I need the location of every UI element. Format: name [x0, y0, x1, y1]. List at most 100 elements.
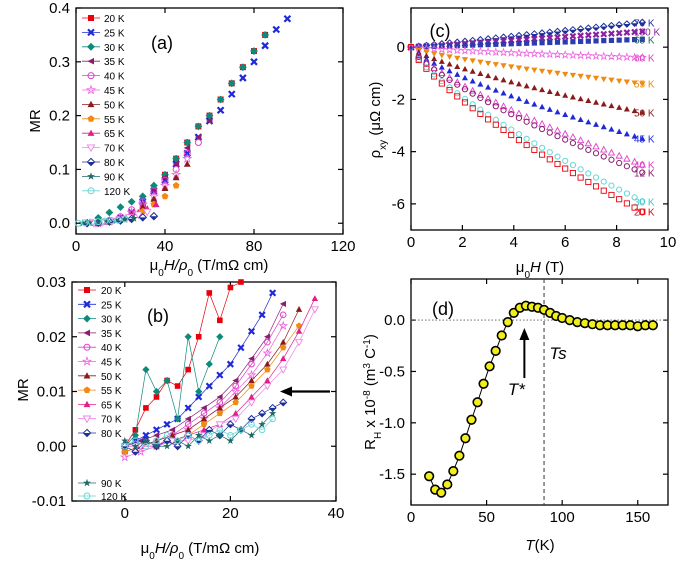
panel-c-point — [431, 66, 438, 73]
panel-a-point — [150, 195, 158, 202]
panel-b-point — [247, 399, 256, 407]
panel-d-frame — [410, 278, 669, 506]
panel-c-point — [615, 151, 623, 159]
panel-c-point — [631, 194, 638, 201]
panel-a-point — [94, 217, 103, 226]
panel-b-xtick-label: 20 — [222, 505, 239, 522]
panel-c-point — [546, 34, 554, 42]
panel-c-point — [600, 187, 607, 194]
panel-b-point — [142, 365, 150, 374]
panel-c-point-fill — [592, 27, 600, 31]
panel-c-point — [631, 204, 638, 211]
panel-a-point-fill — [139, 217, 147, 221]
panel-c-point — [530, 116, 539, 124]
panel-c-point — [569, 140, 577, 147]
panel-c-point — [531, 40, 537, 46]
panel-a-xtick-label: 40 — [157, 238, 174, 255]
panel-c-point — [407, 44, 415, 51]
panel-c-point — [485, 99, 492, 106]
panel-c-point — [475, 46, 486, 56]
panel-a-legend-marker — [87, 42, 95, 51]
panel-c-point — [522, 48, 532, 58]
panel-b-point — [227, 284, 234, 291]
panel-a-legend-label: 30 K — [104, 43, 125, 54]
panel-d-point — [490, 345, 501, 357]
panel-c-point — [562, 92, 569, 98]
panel-c-point — [638, 28, 646, 35]
panel-a-point — [133, 211, 143, 220]
panel-d-ylabel-part: H — [373, 432, 384, 439]
panel-c-point — [423, 64, 430, 71]
panel-c-point — [546, 129, 553, 136]
panel-b-point — [142, 442, 150, 450]
panel-a-point — [127, 197, 136, 206]
panel-c-point — [538, 144, 546, 151]
panel-b-legend-label: 50 K — [101, 372, 122, 383]
panel-c-point — [500, 90, 507, 96]
panel-b-point-fill — [195, 440, 203, 445]
panel-b-legend-marker — [82, 415, 92, 424]
panel-c-point-fill — [585, 28, 592, 32]
panel-c-point — [483, 46, 493, 56]
panel-a-point — [149, 181, 158, 190]
panel-c-point — [554, 33, 561, 41]
panel-d-point — [454, 450, 465, 461]
panel-d-xtick-label: 0 — [407, 509, 415, 526]
panel-b-point — [216, 333, 224, 341]
panel-c-point — [508, 126, 515, 133]
panel-c-point — [631, 107, 638, 114]
panel-b-xlabel-part: μ — [141, 540, 150, 557]
panel-d-point — [484, 361, 495, 372]
panel-d-point — [436, 487, 447, 498]
panel-c-point — [484, 94, 492, 102]
panel-a-legend-marker — [88, 15, 94, 21]
panel-b-point — [184, 426, 192, 433]
panel-c-series-label: 12 K — [634, 169, 655, 180]
panel-b-legend-label: 40 K — [101, 343, 122, 354]
panel-c-point — [508, 111, 515, 118]
panel-a-point — [138, 192, 147, 201]
panel-c-point — [583, 50, 593, 60]
panel-c-point — [538, 68, 546, 75]
panel-c-point — [554, 39, 561, 45]
panel-b-legend-label: 20 K — [101, 286, 122, 297]
panel-a-legend-marker-fill — [87, 162, 95, 166]
panel-b-legend-marker — [83, 300, 91, 309]
panel-c-point — [531, 67, 538, 74]
panel-c-point — [508, 92, 515, 99]
panel-c-point — [639, 36, 645, 42]
panel-c-point — [515, 131, 523, 138]
panel-a-point — [172, 181, 180, 189]
panel-c-point — [446, 54, 453, 60]
panel-b-point — [294, 339, 304, 347]
panel-c-point — [600, 145, 608, 153]
panel-c-point — [568, 50, 578, 60]
panel-a-point — [250, 47, 258, 55]
panel-a-point — [182, 153, 193, 164]
panel-c-point — [600, 178, 607, 185]
panel-c-series-label: 60 K — [634, 54, 655, 65]
panel-b-point — [143, 405, 149, 411]
panel-c-point — [498, 47, 509, 57]
panel-b-point — [248, 360, 255, 368]
panel-b-point — [269, 289, 277, 297]
panel-c-point — [461, 95, 469, 103]
panel-a-xtick-label: 120 — [330, 238, 355, 255]
panel-c-point — [508, 41, 514, 47]
panel-c-point-fill — [608, 25, 615, 29]
panel-a-point — [283, 14, 292, 23]
panel-c-point — [554, 108, 561, 115]
panel-b-point — [153, 432, 160, 439]
panel-c-series-label: 70 K — [634, 18, 655, 29]
panel-c-point — [492, 116, 499, 123]
panel-b-point-fill — [258, 413, 266, 417]
panel-c-point — [531, 84, 538, 91]
panel-b-point — [205, 432, 213, 439]
panel-b-legend-label: 30 K — [101, 315, 122, 326]
panel-b-point — [248, 421, 255, 428]
panel-b-point — [153, 394, 160, 400]
panel-c-point — [429, 44, 439, 53]
panel-c-point — [468, 86, 477, 94]
panel-c-point — [623, 200, 630, 207]
